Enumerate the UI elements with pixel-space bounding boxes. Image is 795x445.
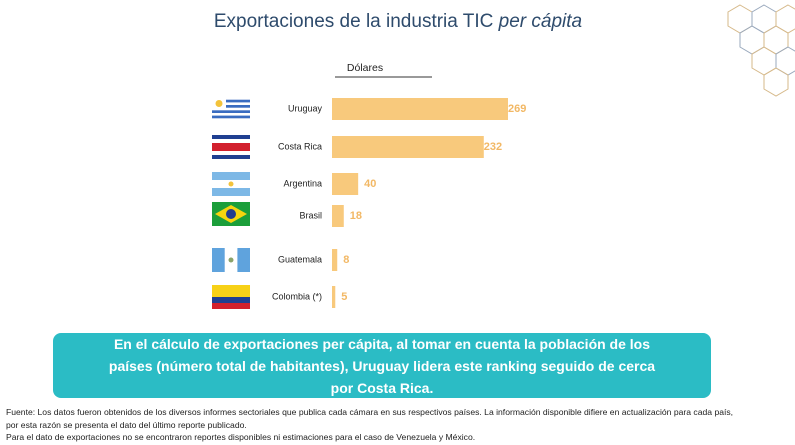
unit-label: Dólares	[347, 62, 383, 74]
flag-costa-rica	[212, 135, 250, 159]
value-label: 8	[343, 254, 349, 266]
chart: Exportaciones de la industria TIC per cá…	[212, 4, 795, 309]
title-main: Exportaciones de la industria TIC	[214, 11, 494, 32]
category-label: Costa Rica	[278, 141, 322, 151]
bar	[332, 249, 338, 271]
flag-uruguay	[212, 97, 250, 121]
footnote: Para el dato de exportaciones no se enco…	[6, 432, 476, 442]
bar	[332, 98, 508, 120]
hex-decoration	[727, 4, 795, 97]
chart-title: Exportaciones de la industria TIC per cá…	[214, 11, 582, 32]
footnotes: Fuente: Los datos fueron obtenidos de lo…	[6, 406, 733, 444]
bar	[332, 205, 344, 227]
value-label: 40	[364, 178, 376, 190]
callout: En el cálculo de exportaciones per cápit…	[53, 333, 711, 398]
category-label: Colombia (*)	[272, 291, 322, 301]
title-emphasis: per cápita	[498, 11, 582, 32]
category-label: Brasil	[299, 210, 322, 220]
bar	[332, 136, 484, 158]
bar	[332, 173, 359, 195]
value-label: 232	[484, 141, 502, 153]
category-label: Uruguay	[288, 103, 323, 113]
footnote: Fuente: Los datos fueron obtenidos de lo…	[6, 407, 734, 417]
flag-colombia	[212, 285, 250, 309]
flag-guatemala	[212, 248, 250, 272]
flag-brasil	[212, 202, 250, 226]
category-label: Argentina	[283, 178, 322, 188]
category-label: Guatemala	[278, 254, 322, 264]
footnote: por esta razón se presenta el dato del ú…	[6, 419, 247, 430]
flag-argentina	[212, 172, 250, 196]
value-label: 5	[341, 291, 347, 303]
value-label: 18	[350, 210, 362, 222]
bar	[332, 286, 336, 308]
value-label: 269	[508, 103, 526, 115]
